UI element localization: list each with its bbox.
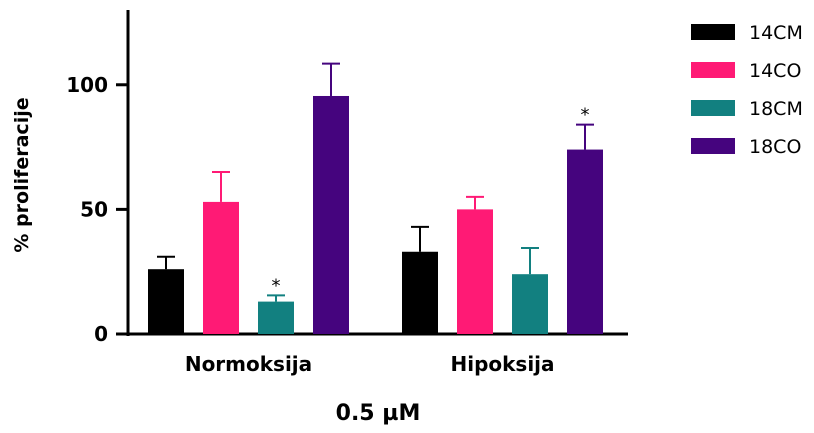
bar-18cm-normoksija	[258, 302, 294, 334]
y-tick-label: 100	[66, 73, 108, 97]
x-axis-title: 0.5 µM	[336, 401, 421, 426]
bar-14co-hipoksija	[457, 209, 493, 334]
legend-label-18co: 18CO	[749, 136, 801, 158]
bar-14co-normoksija	[203, 202, 239, 334]
bar-18co-normoksija	[313, 96, 349, 334]
category-label-normoksija: Normoksija	[185, 352, 312, 376]
bars-layer	[148, 96, 603, 334]
y-ticks: 0 50 100	[66, 73, 128, 346]
legend-swatch-14cm	[691, 24, 735, 40]
y-tick-label: 50	[80, 197, 108, 221]
y-axis-title: % proliferacije	[11, 97, 33, 252]
significance-marker: *	[581, 105, 590, 126]
bar-18cm-hipoksija	[512, 274, 548, 334]
bar-14cm-normoksija	[148, 269, 184, 334]
legend-swatch-14co	[691, 62, 735, 78]
legend-label-14cm: 14CM	[749, 22, 803, 44]
legend: 14CM 14CO 18CM 18CO	[691, 22, 803, 158]
category-labels: Normoksija Hipoksija	[185, 352, 555, 376]
legend-swatch-18cm	[691, 100, 735, 116]
bar-14cm-hipoksija	[402, 252, 438, 334]
legend-label-18cm: 18CM	[749, 98, 803, 120]
bar-18co-hipoksija	[567, 150, 603, 334]
category-label-hipoksija: Hipoksija	[450, 352, 554, 376]
legend-swatch-18co	[691, 138, 735, 154]
significance-marker: *	[272, 275, 281, 296]
y-tick-label: 0	[94, 322, 108, 346]
legend-label-14co: 14CO	[749, 60, 801, 82]
